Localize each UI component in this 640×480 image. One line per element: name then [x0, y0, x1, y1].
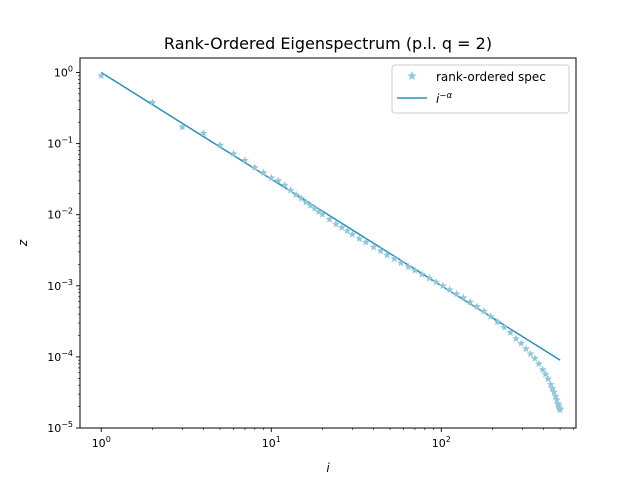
spectrum-point	[410, 266, 419, 274]
spectrum-point	[229, 149, 238, 158]
spectrum-point	[383, 250, 392, 259]
spectrum-point	[390, 254, 399, 263]
spectrum-point	[404, 262, 413, 271]
x-tick-label: 102	[432, 435, 451, 450]
legend-fit-label-base: i	[436, 92, 440, 106]
spectrum-point	[292, 190, 301, 199]
spectrum-point	[97, 71, 106, 80]
y-axis-label: z	[16, 239, 30, 247]
spectrum-point	[310, 204, 319, 212]
y-tick-label: 10−5	[47, 420, 73, 435]
axes-background	[80, 58, 576, 428]
spectrum-point	[552, 395, 561, 404]
spectrum-point	[486, 312, 495, 320]
spectrum-point	[517, 339, 526, 347]
x-axis: 100 101 102	[92, 428, 574, 450]
legend-spec-label: rank-ordered spec	[436, 70, 546, 84]
spectrum-point	[301, 197, 310, 206]
spectrum-point	[431, 277, 440, 286]
spectrum-point	[538, 365, 547, 374]
spectrum-point	[216, 140, 225, 149]
spectrum-point	[534, 359, 543, 368]
spectrum-point	[369, 242, 378, 251]
spectrum-point	[343, 226, 352, 235]
y-tick-label: 100	[54, 65, 73, 80]
spectrum-point	[361, 238, 370, 246]
spectrum-point	[325, 215, 334, 223]
spectrum-point	[425, 273, 434, 282]
spectrum-point	[331, 219, 340, 228]
spectrum-point	[511, 334, 520, 343]
spectrum-point	[376, 246, 385, 255]
x-tick-label: 101	[262, 435, 281, 450]
spectrum-point	[479, 306, 488, 315]
y-axis: 10−5 10−4 10−3 10−2 10−1 100	[47, 65, 80, 435]
spectrum-point	[466, 297, 475, 306]
spectrum-point	[554, 400, 563, 409]
spectrum-point	[459, 293, 468, 302]
spectrum-point	[530, 354, 539, 362]
chart-title: Rank-Ordered Eigenspectrum (p.l. q = 2)	[164, 34, 492, 53]
legend-fit-label-exponent: −α	[439, 91, 452, 101]
spectrum-point	[250, 163, 259, 171]
spectrum-point	[337, 223, 346, 231]
y-tick-label: 10−3	[47, 278, 73, 293]
spectrum-point	[417, 270, 426, 278]
spectrum-point	[314, 207, 323, 216]
series-layer	[97, 71, 565, 414]
spectrum-point	[493, 317, 502, 326]
x-tick-label: 100	[92, 435, 111, 450]
spectrum-point	[306, 201, 315, 209]
spectrum-point	[297, 194, 306, 202]
spectrum-point	[452, 289, 461, 298]
spectrum-point	[199, 129, 208, 137]
spectrum-point	[522, 344, 530, 353]
y-tick-label: 10−4	[47, 349, 73, 364]
spectrum-point	[240, 156, 249, 164]
spectrum-point	[544, 374, 553, 383]
y-tick-label: 10−1	[47, 136, 73, 151]
legend-fit-label: i−α	[436, 91, 452, 106]
legend-star-marker	[407, 71, 417, 81]
spectrum-point	[267, 173, 276, 182]
spectrum-point	[397, 258, 406, 267]
spectrum-point	[438, 281, 447, 290]
spectrum-point	[280, 181, 289, 189]
spectrum-point	[549, 387, 558, 396]
spectrum-point	[348, 230, 357, 238]
spectrum-point	[472, 302, 481, 310]
spectrum-point	[178, 123, 187, 131]
spectrum-point	[546, 380, 555, 388]
spectrum-point	[286, 186, 295, 194]
legend-box	[391, 64, 570, 114]
spectrum-point	[445, 285, 454, 294]
spectrum-point	[548, 384, 557, 392]
plot-area	[79, 57, 577, 429]
spectrum-point	[355, 234, 364, 243]
spectrum-point	[506, 328, 515, 336]
spectrum-point	[259, 168, 268, 177]
spectrum-point	[541, 370, 550, 378]
spectrum-point	[318, 210, 327, 218]
spectrum-point	[526, 349, 535, 358]
spectrum-point	[148, 98, 157, 106]
spectrum-point	[274, 176, 283, 185]
spectrum-point	[556, 405, 565, 414]
legend: rank-ordered spec i−α	[391, 64, 570, 114]
x-axis-label: i	[326, 461, 330, 475]
y-tick-label: 10−2	[47, 207, 73, 222]
spectrum-point	[551, 392, 560, 400]
spectrum-point	[500, 323, 509, 331]
